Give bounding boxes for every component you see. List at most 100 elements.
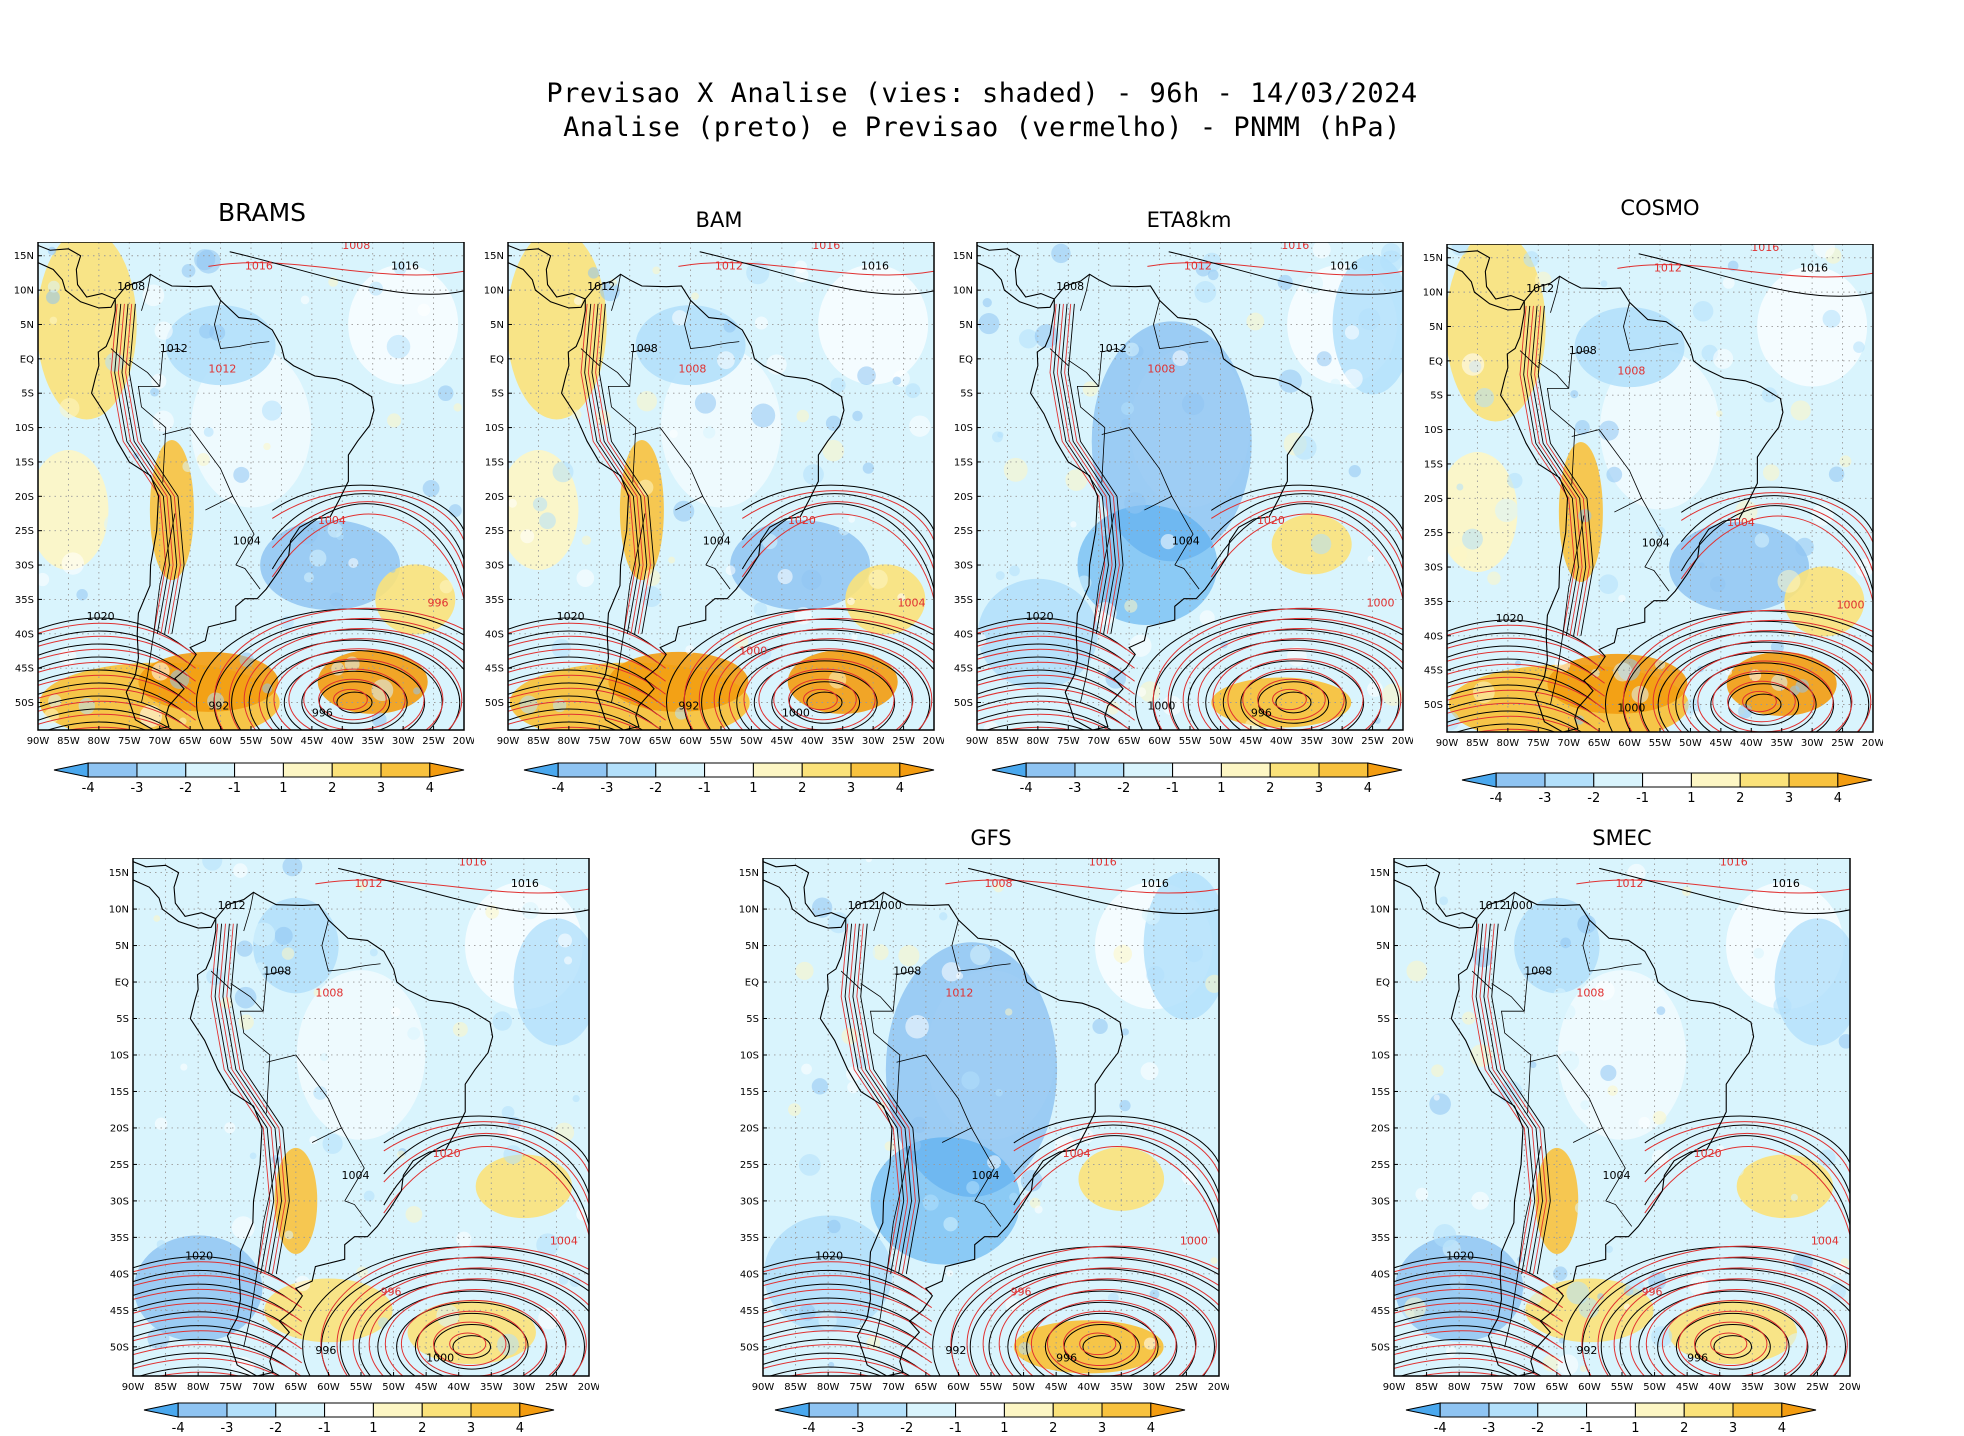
colorbar-segment <box>1788 772 1839 788</box>
lon-label: 20W <box>578 1382 599 1393</box>
lon-label: 80W <box>558 736 581 747</box>
isobars <box>977 251 1403 730</box>
lat-label: 45S <box>1424 666 1443 677</box>
contour-labels: 1008 1016 1012 1004 1020 992 996 1016 1008 1012 10… <box>87 242 449 719</box>
lon-label: 25W <box>545 1382 568 1393</box>
panel-title-brams: BRAMS <box>217 198 307 227</box>
lat-label: 5N <box>1376 941 1390 952</box>
colorbar-label: 3 <box>467 1421 475 1436</box>
colorbar-label: 2 <box>1266 781 1274 796</box>
isobar-label-black: 992 <box>945 1344 966 1357</box>
isobar-label-red: 1004 <box>318 514 346 527</box>
colorbar-label: -1 <box>1166 781 1179 796</box>
lon-label: 75W <box>588 736 611 747</box>
lon-label: 60W <box>679 736 702 747</box>
isobar-label-black: 1008 <box>1524 965 1552 978</box>
isobar-label-black: 1020 <box>557 610 585 623</box>
lat-label: 50S <box>1371 1342 1390 1353</box>
isobar-label-red: 1000 <box>1180 1235 1208 1248</box>
lat-label: 10S <box>740 1050 759 1061</box>
isobar-label-red: 996 <box>1642 1286 1663 1299</box>
lon-label: 90W <box>966 736 989 747</box>
isobar-label-black: 1004 <box>1172 534 1200 547</box>
lon-label: 70W <box>252 1382 275 1393</box>
coastlines <box>508 244 845 730</box>
lon-label: 90W <box>752 1382 775 1393</box>
lat-label: EQ <box>745 978 759 989</box>
isobar-label-black: 1012 <box>848 899 876 912</box>
isobar-label-red: 1012 <box>715 259 743 272</box>
colorbar-segment <box>557 762 608 778</box>
lon-label: 75W <box>849 1382 872 1393</box>
lat-label: 5S <box>1430 391 1443 402</box>
colorbar-label: 4 <box>1147 1421 1155 1436</box>
lon-label: 45W <box>301 736 324 747</box>
colorbar-label: 2 <box>328 781 336 796</box>
isobar-label-red: 1016 <box>1751 244 1779 254</box>
lat-label: 30S <box>1371 1196 1390 1207</box>
lon-label: 60W <box>947 1382 970 1393</box>
isobar-label-black: 1012 <box>1099 342 1127 355</box>
colorbar-label: -1 <box>1580 1421 1593 1436</box>
colorbar-label: 1 <box>279 781 287 796</box>
panel-title-cosmo: COSMO <box>1620 196 1700 220</box>
isobar-label-black: 1012 <box>1526 282 1554 295</box>
isobar-label-black: 1004 <box>1642 536 1670 549</box>
isobar-label-red: 1016 <box>245 259 273 272</box>
colorbar-segment <box>234 762 284 778</box>
colorbar-segment <box>1123 762 1174 778</box>
map-panel-unnamed: 1012101610081004102099610001012101610081… <box>109 858 599 1393</box>
lon-label: 70W <box>1087 736 1110 747</box>
colorbar-segment <box>808 1402 859 1418</box>
colorbar: -4 -3 -2 -1 1 2 3 4 <box>143 1402 555 1436</box>
isobar-label-black: 992 <box>208 699 229 712</box>
colorbar-label: -4 <box>552 781 565 796</box>
lat-label: 15S <box>15 457 34 468</box>
isobar-label-red: 1012 <box>354 877 382 890</box>
isobar-label-black: 1012 <box>1479 899 1507 912</box>
coastlines <box>763 861 1124 1376</box>
lon-label: 35W <box>480 1382 503 1393</box>
isobar-label-red: 996 <box>427 596 448 609</box>
map-panel-cosmo: 1012 1016 1008 1004 1020 1000 1012 1016 1008 1004… <box>1423 244 1883 749</box>
lon-label: 60W <box>1148 736 1171 747</box>
lat-label: 15N <box>1423 253 1443 264</box>
coastlines <box>1447 246 1784 732</box>
colorbar-label: 4 <box>1834 791 1842 806</box>
colorbar-segment <box>1488 1402 1539 1418</box>
lat-label: EQ <box>490 354 504 365</box>
axis-labels: 15N 10N 5N EQ 5S 10S 15S 20S 25S 30S 35S 40S 45S 50S 9… <box>109 868 599 1393</box>
lat-label: 10N <box>109 905 129 916</box>
lon-label: 30W <box>862 736 885 747</box>
bias-speckle <box>508 260 931 720</box>
isobar-label-red: 1012 <box>1184 259 1212 272</box>
lat-label: 15N <box>14 251 34 262</box>
lat-label: 15S <box>740 1087 759 1098</box>
colorbar-label: 4 <box>1364 781 1372 796</box>
isobars <box>133 867 589 1376</box>
lat-label: 15N <box>739 868 759 879</box>
lat-label: 20S <box>740 1123 759 1134</box>
isobar-label-black: 1008 <box>893 965 921 978</box>
lat-label: 50S <box>740 1342 759 1353</box>
colorbar-segment <box>87 762 138 778</box>
isobar-label-black: 996 <box>312 706 333 719</box>
lat-label: 5S <box>1377 1014 1390 1025</box>
lon-label: 25W <box>892 736 915 747</box>
panel-title-bam: BAM <box>695 208 743 232</box>
coastlines <box>1394 861 1755 1376</box>
contour-labels: 1008 1016 1012 1004 1020 1000 996 1012 1016 1008 1… <box>1026 242 1395 719</box>
bias-speckle <box>977 242 1403 730</box>
colorbar-label: -1 <box>228 781 241 796</box>
contour-labels: 1012 1016 1008 1004 1020 992 996 1000 1008 1016 10… <box>815 858 1208 1364</box>
colorbar-segment <box>955 1402 1005 1418</box>
lon-label: 55W <box>1611 1382 1634 1393</box>
lat-label: 25S <box>15 526 34 537</box>
isobar-label-red: 1004 <box>897 596 925 609</box>
colorbar-segment <box>282 762 333 778</box>
lat-label: 50S <box>954 698 973 709</box>
lat-label: 15S <box>954 457 973 468</box>
colorbar-segment <box>1537 1402 1588 1418</box>
lat-label: 50S <box>15 698 34 709</box>
isobar-label-red: 1000 <box>1836 598 1864 611</box>
